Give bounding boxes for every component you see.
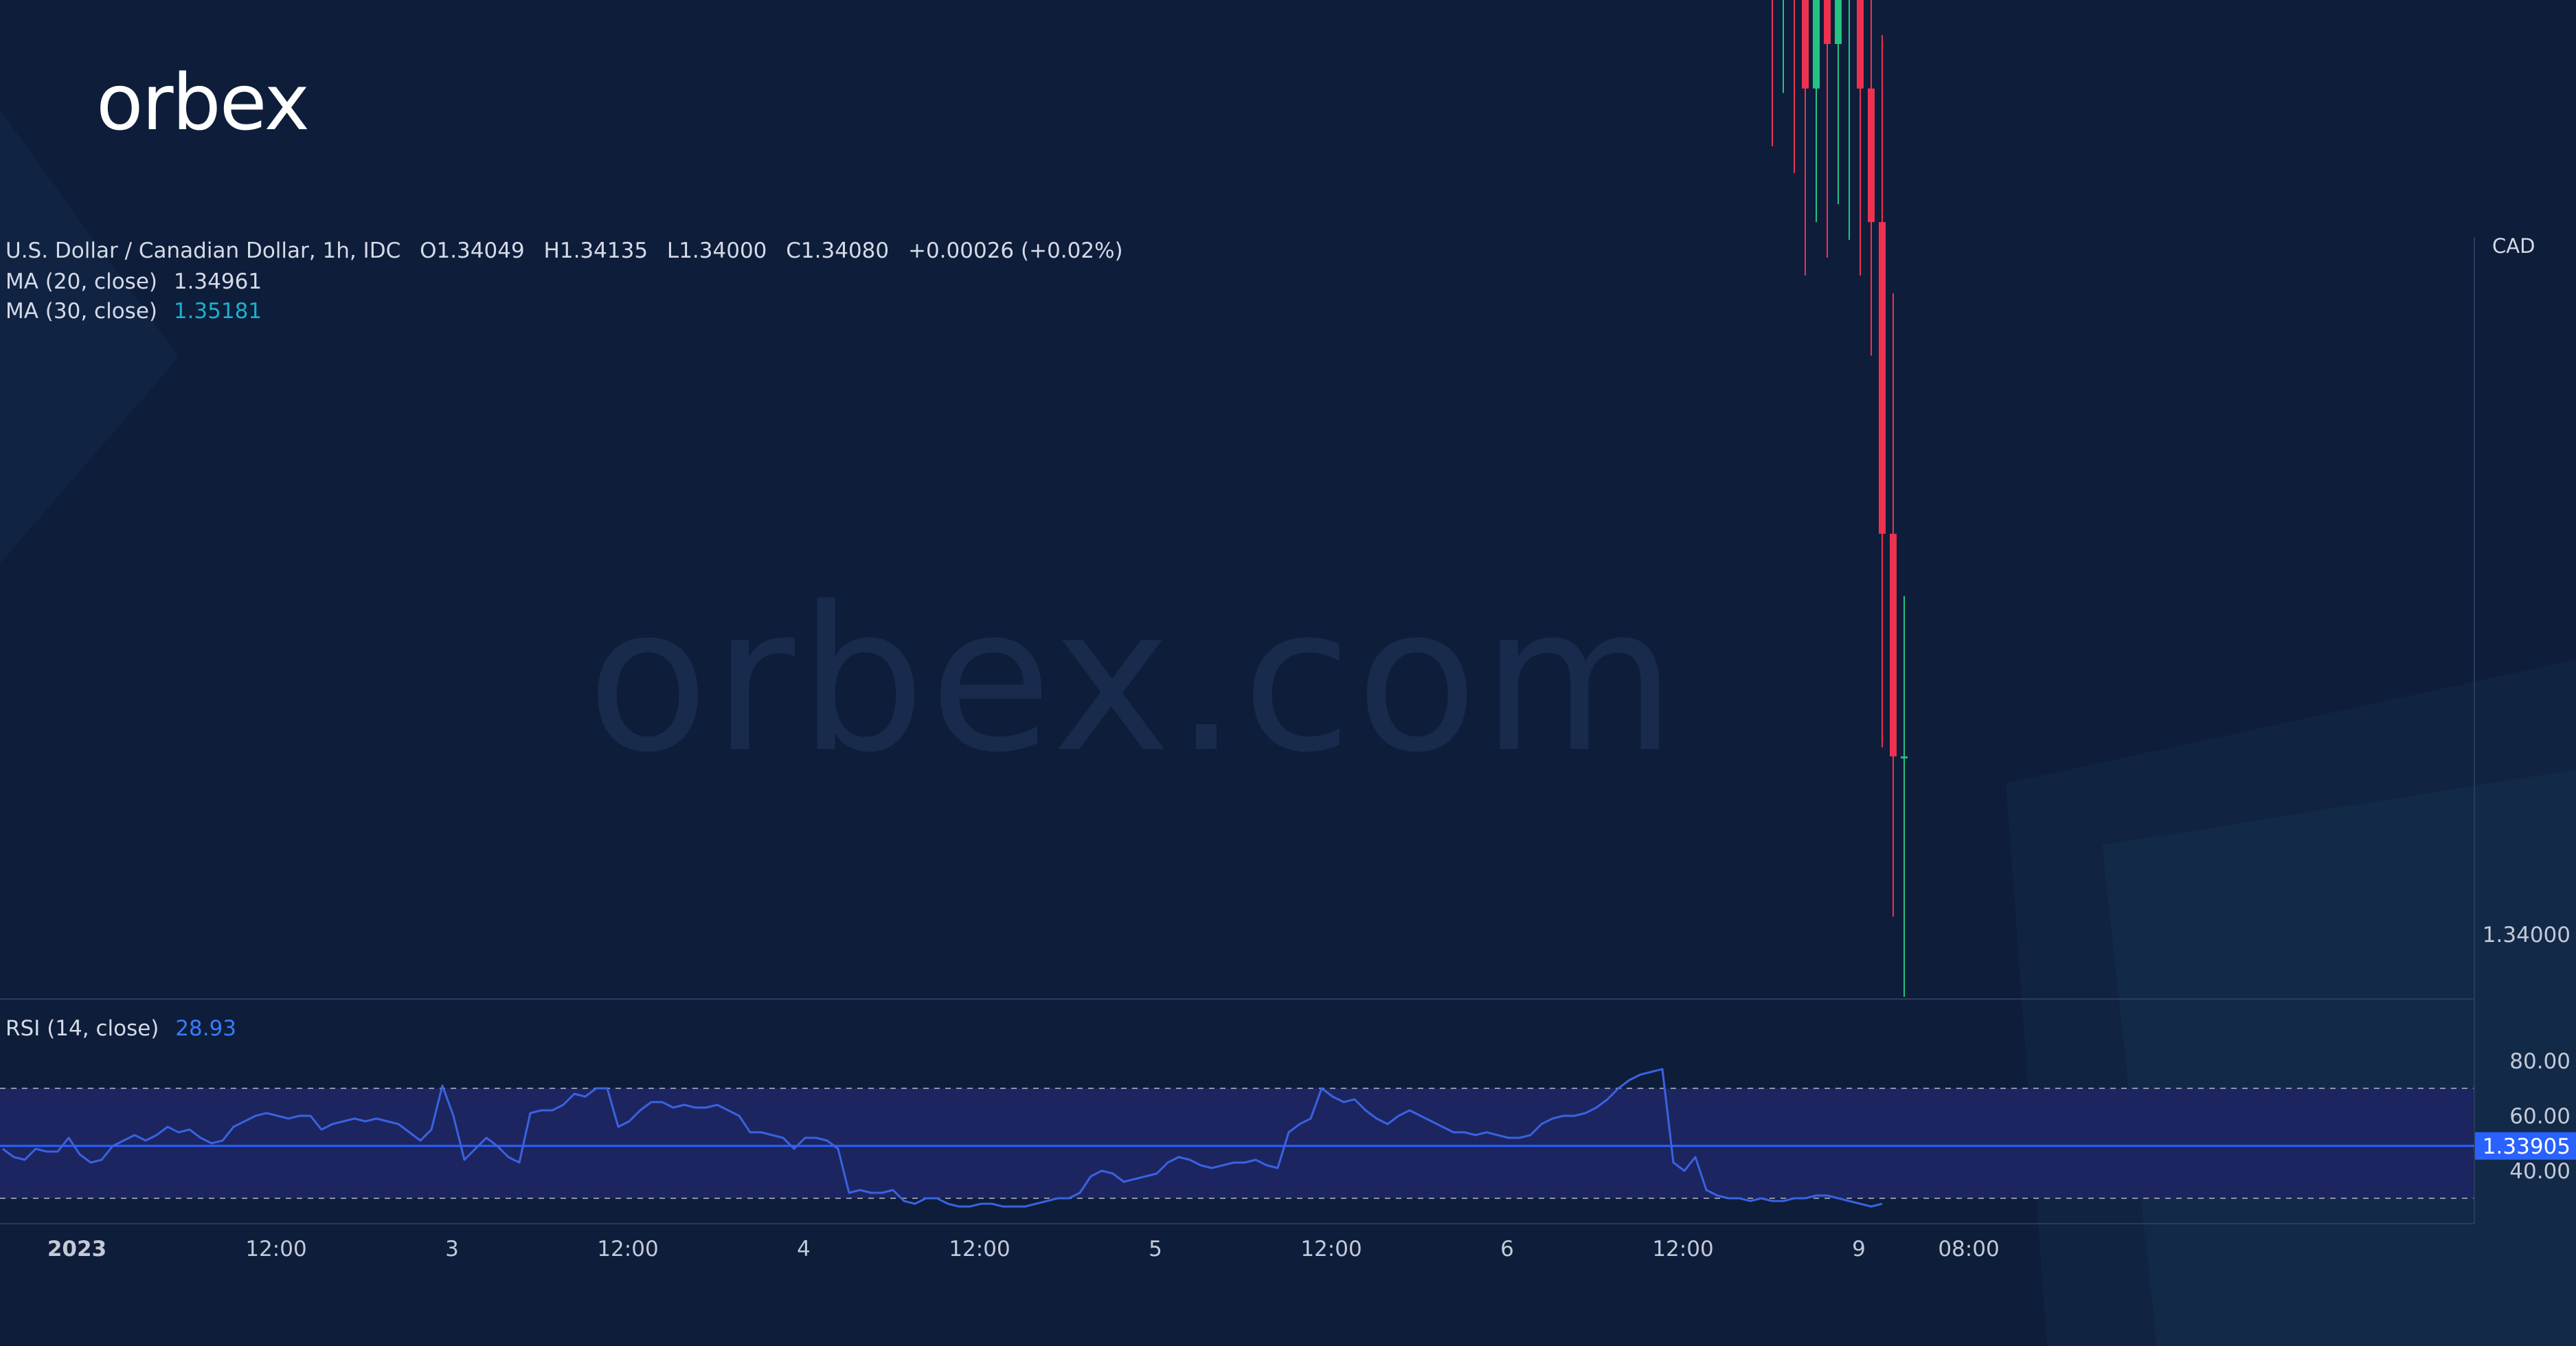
time-tick-1: 12:00 (245, 1237, 306, 1261)
candle-body-167 (1835, 0, 1842, 45)
close-value: 1.34080 (801, 238, 889, 263)
candle-body-164 (1802, 0, 1809, 89)
rsi-tick-0: 80.00 (2509, 1049, 2571, 1074)
candle-body-172 (1890, 533, 1897, 756)
open-label: O (420, 238, 436, 263)
time-tick-8: 6 (1500, 1237, 1514, 1261)
time-tick-2: 3 (445, 1237, 459, 1261)
separator-lines (0, 237, 2475, 1224)
rsi-group (2, 1068, 1883, 1208)
time-tick-3: 12:00 (597, 1237, 658, 1261)
ma30-legend: MA (30, close) 1.35181 (5, 299, 262, 324)
time-tick-11: 08:00 (1938, 1237, 1999, 1261)
rsi-band-group (0, 1088, 2474, 1199)
change-value: +0.00026 (+0.02%) (908, 238, 1123, 263)
open-value: 1.34049 (436, 238, 524, 263)
time-tick-7: 12:00 (1300, 1237, 1362, 1261)
chart-legend: U.S. Dollar / Canadian Dollar, 1h, IDC O… (5, 234, 2535, 1041)
ma20-value: 1.34961 (174, 269, 262, 294)
watermark: orbex.com (587, 565, 1680, 796)
currency-label: CAD (2492, 234, 2535, 258)
low-value: 1.34000 (679, 238, 767, 263)
candle-body-171 (1879, 222, 1886, 534)
symbol-name: U.S. Dollar / Canadian Dollar, 1h, IDC (5, 238, 400, 263)
logo-text: orbex (96, 58, 308, 148)
level-badge-label-2: 1.33905 (2483, 1134, 2571, 1159)
candles-group (1772, 0, 1908, 997)
high-label: H (544, 238, 560, 263)
low-label: L (667, 238, 679, 263)
time-axis: 2023 12:00 3 12:00 4 12:00 5 12:00 6 12:00 9 08:00 (47, 1237, 2000, 1261)
rsi-line (2, 1068, 1883, 1208)
rsi-tick-1: 60.00 (2509, 1104, 2571, 1129)
high-value: 1.34135 (560, 238, 648, 263)
level-lines (0, 1145, 2474, 1147)
close-label: C (786, 238, 801, 263)
price-tick-0: 1.34000 (2483, 923, 2571, 947)
rsi-legend: RSI (14, close) 28.93 (5, 1016, 236, 1041)
symbol-legend: U.S. Dollar / Canadian Dollar, 1h, IDC O… (5, 238, 1123, 263)
time-tick-10: 9 (1852, 1237, 1866, 1261)
rsi-value: 28.93 (175, 1016, 236, 1041)
rsi-tick-2: 40.00 (2509, 1159, 2571, 1184)
time-tick-6: 5 (1149, 1237, 1162, 1261)
candle-body-165 (1813, 0, 1820, 89)
ma30-label: MA (30, close) (5, 299, 157, 324)
ma30-value: 1.35181 (174, 299, 262, 324)
level-badge-2 (2475, 1132, 2576, 1160)
time-tick-5: 12:00 (949, 1237, 1010, 1261)
ma20-label: MA (20, close) (5, 269, 157, 294)
time-tick-4: 4 (797, 1237, 811, 1261)
candle-body-169 (1857, 0, 1864, 89)
ma20-legend: MA (20, close) 1.34961 (5, 269, 262, 294)
candle-body-166 (1824, 0, 1831, 45)
candle-body-173 (1901, 756, 1908, 759)
orbex-logo: orbex (96, 58, 310, 148)
time-tick-0: 2023 (47, 1237, 106, 1261)
rsi-label: RSI (14, close) (5, 1016, 159, 1041)
candle-body-170 (1868, 88, 1875, 223)
rsi-range-band (0, 1088, 2474, 1198)
rsi-axis: 80.00 60.00 40.00 (2509, 1049, 2571, 1184)
time-tick-9: 12:00 (1652, 1237, 1713, 1261)
